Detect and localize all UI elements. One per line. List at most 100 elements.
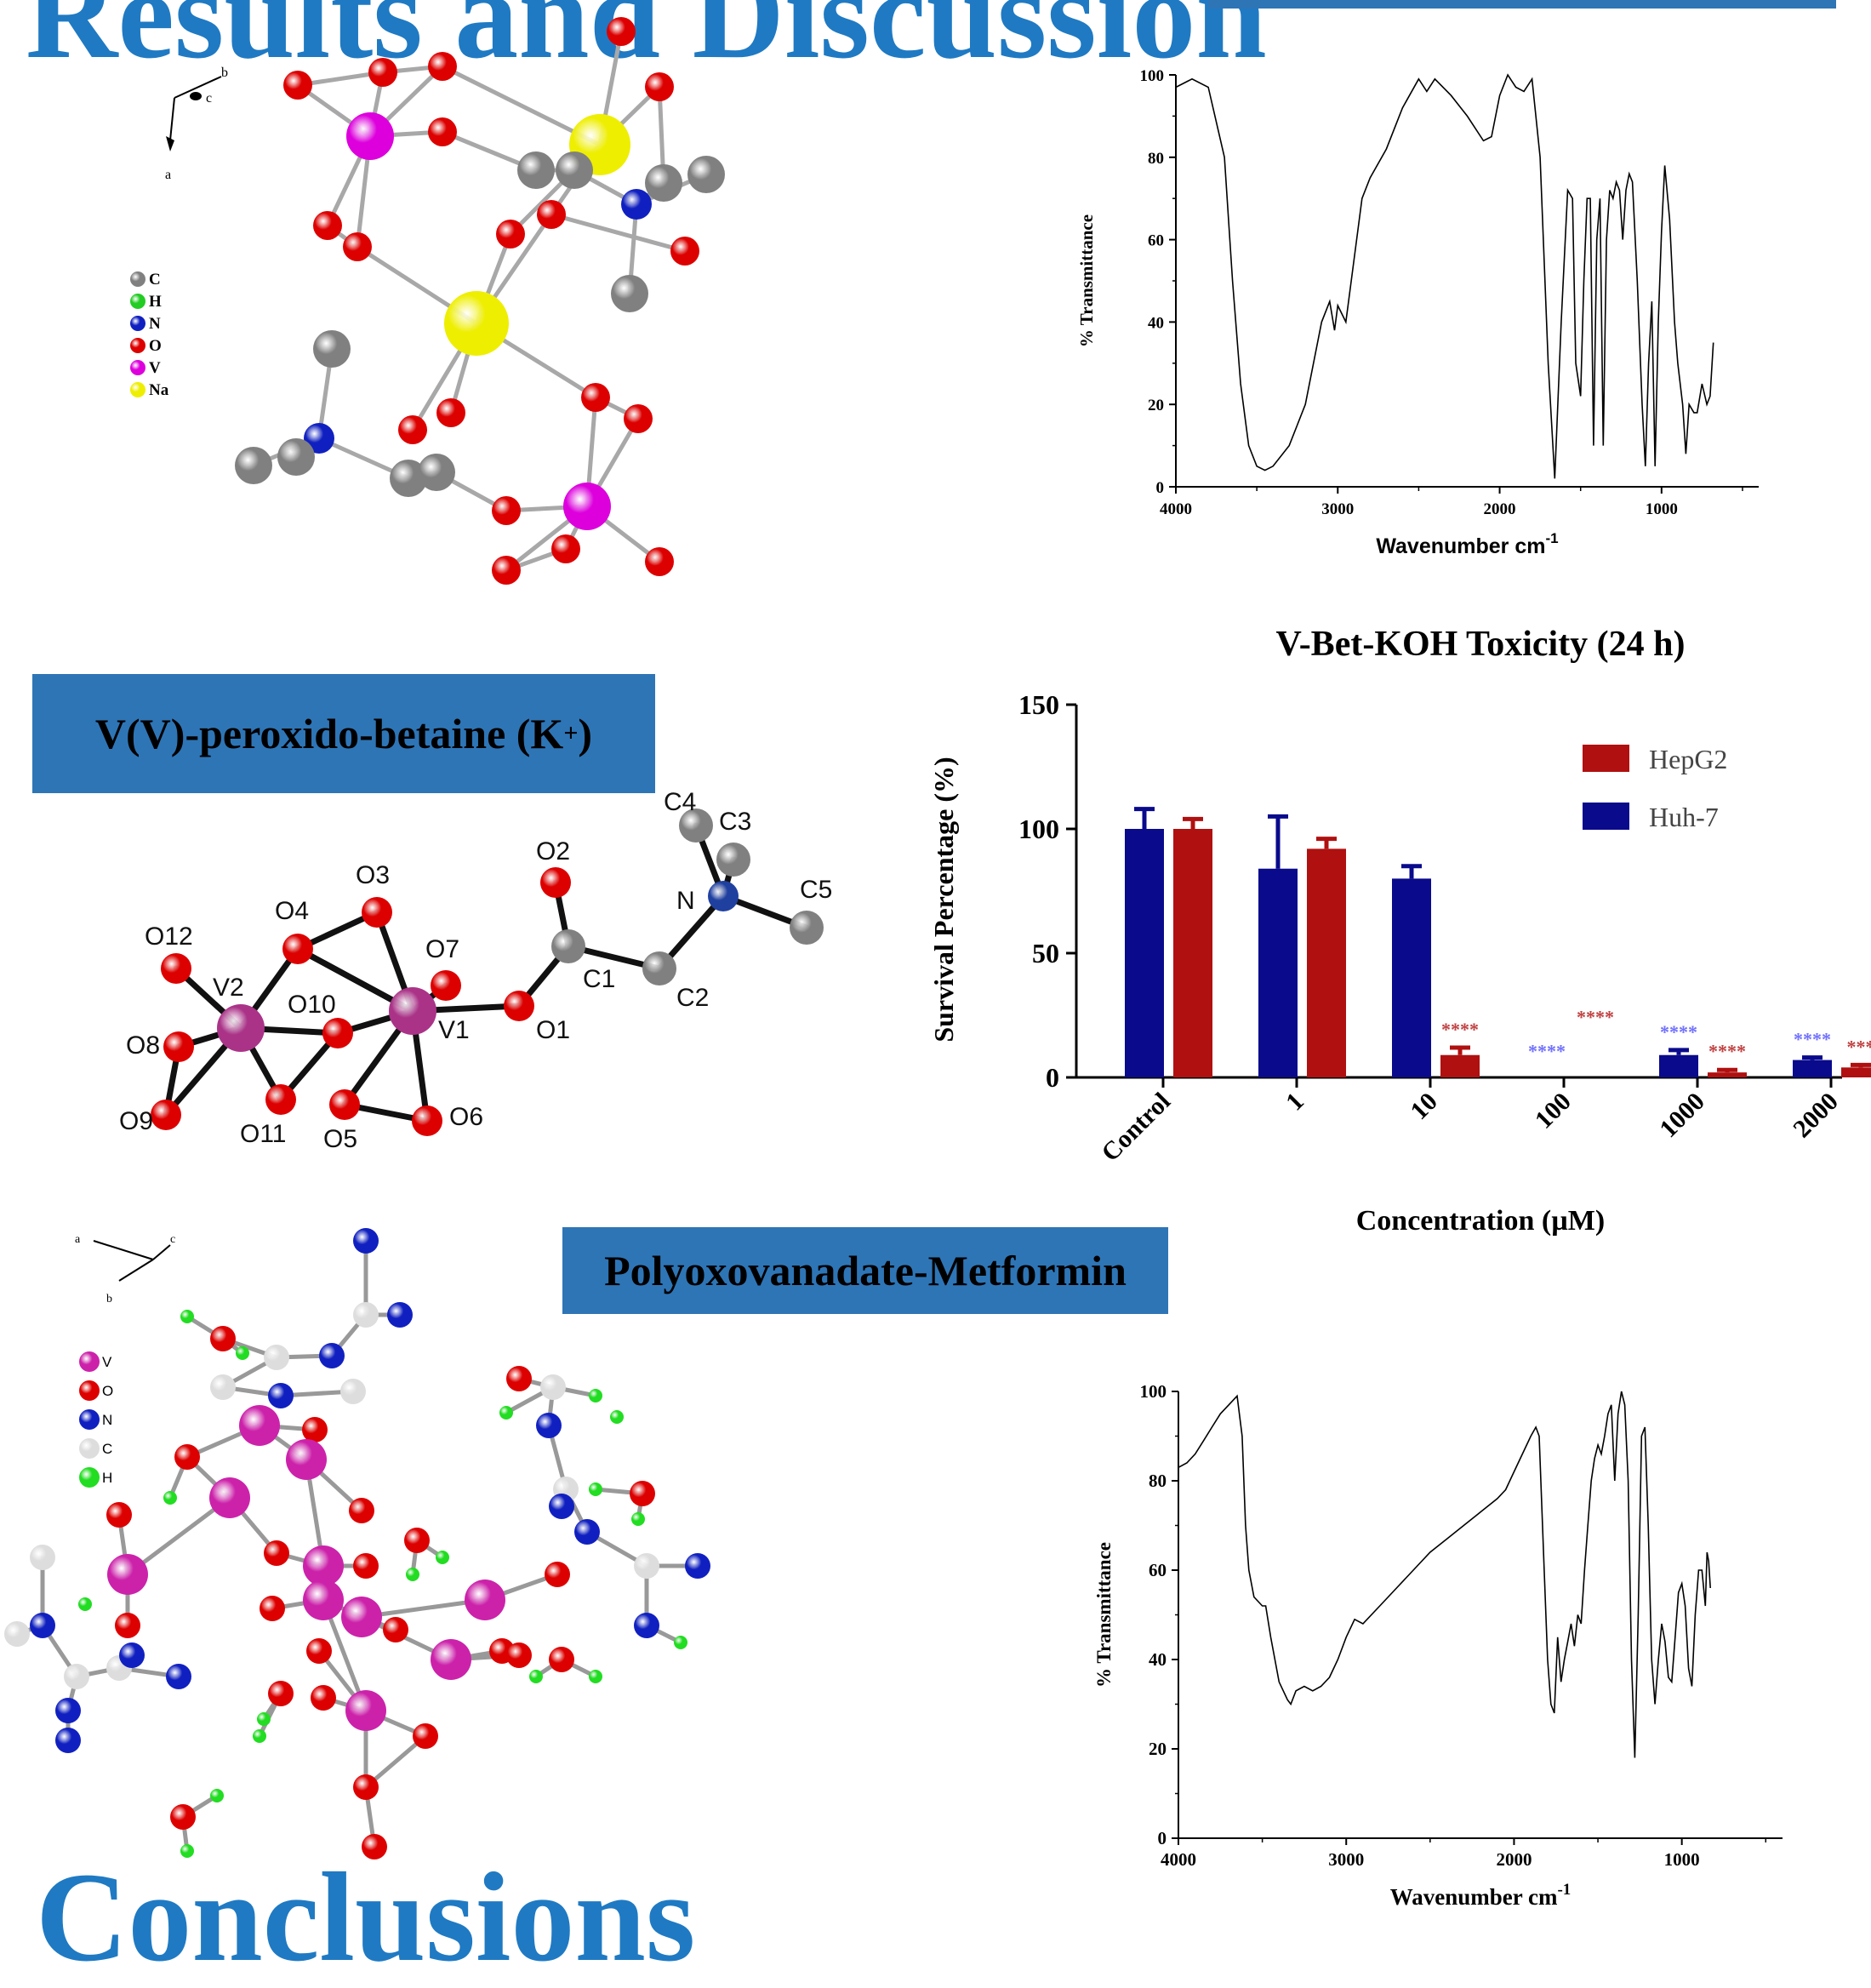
- significance-stars: ****: [1441, 1019, 1479, 1040]
- atom-76: [180, 1844, 194, 1858]
- atom-label-v1: V1: [438, 1016, 470, 1044]
- y-tick-label: 100: [1018, 814, 1059, 844]
- atom-17: [349, 1498, 374, 1523]
- bar-hepg2: [1841, 1067, 1871, 1077]
- atom-60: [30, 1613, 55, 1638]
- atom-o12: [398, 415, 427, 444]
- atom-31: [115, 1613, 140, 1638]
- atom-41: [353, 1774, 379, 1800]
- legend-label-o: O: [149, 337, 162, 355]
- significance-stars: ****: [1794, 1029, 1831, 1050]
- atom-o3: [428, 52, 457, 81]
- legend-label-n: N: [102, 1412, 112, 1428]
- legend-label-na: Na: [149, 381, 169, 399]
- legend-swatch-na: [130, 382, 145, 397]
- legend-swatch-n: [130, 316, 145, 331]
- atom-7: [236, 1346, 249, 1360]
- legend-label-c: C: [149, 271, 161, 288]
- bar-huh-7: [1793, 1060, 1832, 1077]
- legend-swatch-v: [79, 1351, 100, 1372]
- x-axis-title-sup: -1: [1557, 1881, 1571, 1899]
- atom-o19: [645, 547, 674, 576]
- atom-o11: [670, 237, 699, 266]
- atom-34: [431, 1639, 471, 1680]
- legend-label-o: O: [102, 1383, 113, 1399]
- atom-o2: [540, 867, 571, 898]
- atom-0: [353, 1228, 379, 1254]
- x-tick-label: 1000: [1654, 1088, 1710, 1144]
- atom-label-n: N: [676, 887, 695, 915]
- legend-label-h: H: [149, 293, 162, 311]
- x-tick-label: 4000: [1161, 1849, 1196, 1870]
- y-tick-label: 60: [1148, 232, 1164, 250]
- betaine-k-label-end: ): [578, 709, 592, 758]
- atom-o11: [265, 1084, 296, 1115]
- atom-56: [589, 1482, 602, 1496]
- atom-label-o3: O3: [356, 861, 390, 889]
- atom-c3: [716, 843, 750, 877]
- y-tick-label: 0: [1046, 1062, 1059, 1093]
- atom-21: [404, 1528, 430, 1553]
- spectrum-line: [1176, 75, 1714, 478]
- atom-49: [549, 1494, 574, 1519]
- x-tick-label: 4000: [1160, 500, 1192, 518]
- axis-a-label: a: [165, 168, 171, 182]
- atom-14: [209, 1477, 250, 1518]
- atom-o4: [282, 934, 313, 964]
- atom-c3: [645, 164, 682, 202]
- atom-label-o2: O2: [536, 837, 570, 865]
- atom-44: [540, 1374, 566, 1400]
- atom-42: [362, 1834, 387, 1859]
- atom-label-c4: C4: [664, 788, 696, 816]
- atom-label-o8: O8: [126, 1031, 160, 1060]
- x-tick-label: 1: [1281, 1088, 1309, 1117]
- atom-v1: [389, 987, 436, 1035]
- bar-hepg2: [1173, 829, 1212, 1077]
- results-header-bar: [1208, 0, 1836, 9]
- x-tick-label: 3000: [1321, 500, 1354, 518]
- atom-57: [631, 1512, 645, 1526]
- atom-1: [353, 1302, 379, 1328]
- atom-11: [302, 1417, 328, 1442]
- atom-32: [78, 1597, 92, 1611]
- atom-o12: [161, 953, 191, 984]
- legend-swatch-hepg2: [1583, 745, 1629, 772]
- bar-huh-7: [1125, 829, 1164, 1077]
- x-axis-title: Wavenumber cm-1: [1390, 1881, 1572, 1910]
- atom-73: [589, 1670, 602, 1683]
- atom-o18: [492, 556, 521, 585]
- atom-71: [549, 1647, 574, 1672]
- atom-37: [306, 1638, 332, 1664]
- structure-metformin-axes: a c b: [75, 1233, 175, 1305]
- bar-huh-7: [1258, 869, 1298, 1077]
- atom-o14: [581, 383, 610, 412]
- axis-c-label: c: [206, 91, 212, 106]
- atom-c6: [313, 330, 351, 368]
- atom-61: [64, 1664, 89, 1689]
- atom-6: [180, 1310, 194, 1323]
- betaine-k-label-main: V(V)-peroxido-betaine (K: [95, 709, 563, 758]
- atom-label-o12: O12: [145, 923, 193, 951]
- atom-8: [210, 1374, 236, 1400]
- atom-52: [685, 1553, 710, 1579]
- y-tick-label: 40: [1149, 1649, 1167, 1670]
- atom-27: [465, 1580, 505, 1620]
- atom-70: [253, 1729, 266, 1743]
- atom-40: [413, 1723, 438, 1749]
- significance-stars: ****: [1577, 1007, 1614, 1028]
- atom-c2: [556, 151, 593, 189]
- legend-label-v: V: [102, 1354, 112, 1370]
- atom-68: [268, 1681, 294, 1706]
- atom-13: [286, 1439, 327, 1480]
- atom-74: [170, 1804, 196, 1830]
- x-tick-label: 100: [1530, 1088, 1577, 1134]
- atom-o16: [492, 496, 521, 525]
- atom-label-o9: O9: [119, 1107, 153, 1135]
- atom-5: [210, 1326, 236, 1351]
- atom-69: [257, 1712, 271, 1726]
